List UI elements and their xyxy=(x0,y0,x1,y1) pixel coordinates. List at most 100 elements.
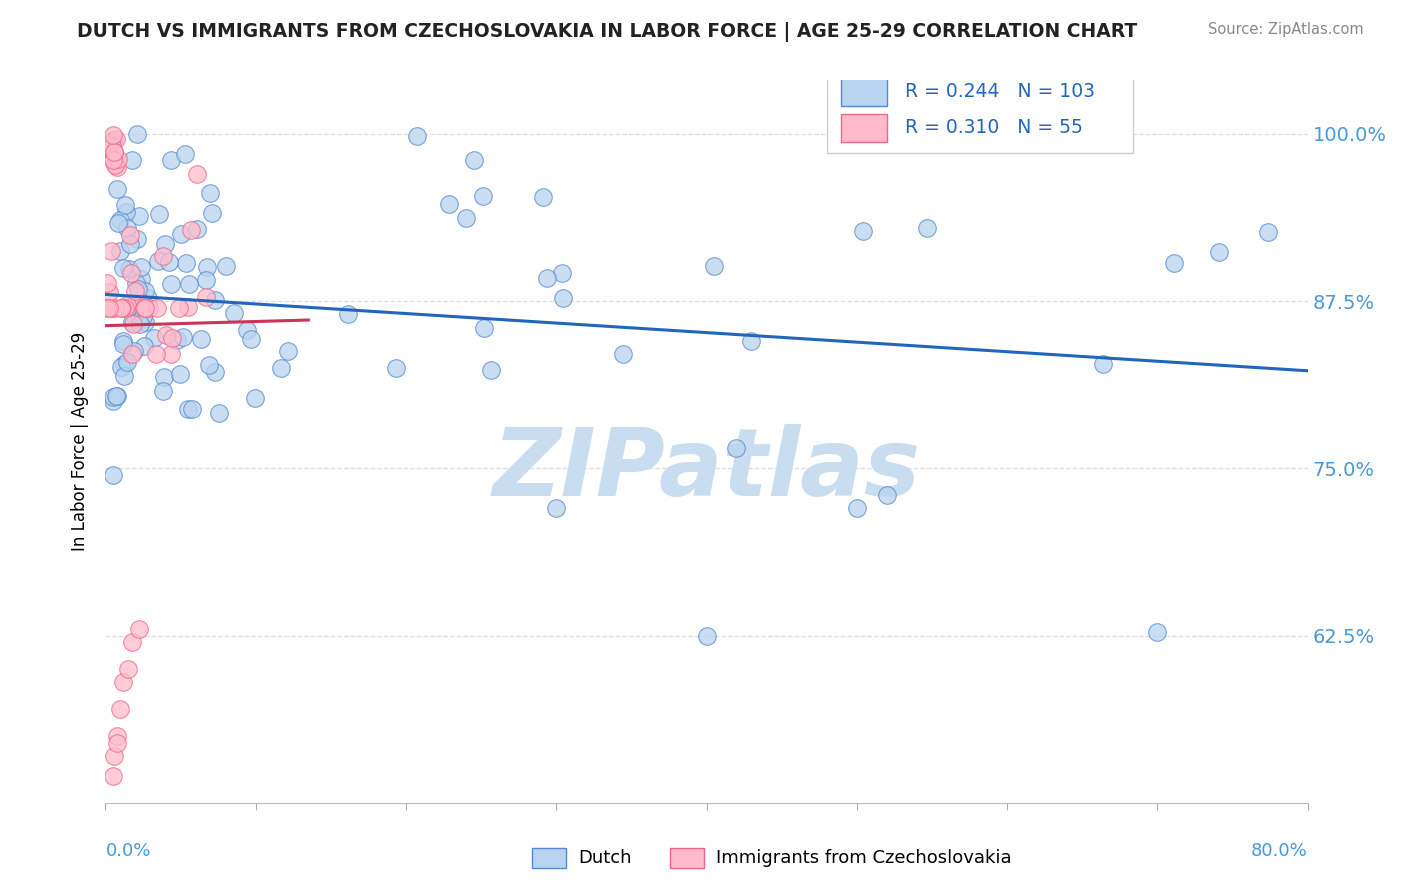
Point xyxy=(208,406,231,420)
Point xyxy=(118,261,141,276)
Point xyxy=(101,301,124,315)
Point xyxy=(148,207,170,221)
Point xyxy=(200,186,222,200)
Point xyxy=(186,167,208,181)
Point xyxy=(194,290,217,304)
Point xyxy=(105,182,128,196)
FancyBboxPatch shape xyxy=(841,78,887,105)
Point xyxy=(159,347,181,361)
Point xyxy=(852,223,875,237)
Point xyxy=(243,391,266,405)
Point xyxy=(120,299,142,313)
Point xyxy=(121,317,143,331)
Point xyxy=(114,357,136,371)
Point xyxy=(177,402,200,417)
Point xyxy=(876,488,898,502)
Point xyxy=(101,153,124,167)
Point xyxy=(100,147,122,161)
Point xyxy=(696,629,718,643)
Point xyxy=(553,291,575,305)
Point xyxy=(107,216,129,230)
FancyBboxPatch shape xyxy=(533,847,565,868)
Point xyxy=(174,256,197,270)
Point xyxy=(1163,256,1185,270)
Point xyxy=(155,328,177,343)
Point xyxy=(479,363,502,377)
Point xyxy=(104,158,127,172)
FancyBboxPatch shape xyxy=(671,847,704,868)
Point xyxy=(112,260,135,275)
Point xyxy=(127,282,149,296)
Point xyxy=(214,259,236,273)
Point xyxy=(128,317,150,331)
Point xyxy=(385,361,408,376)
Point xyxy=(103,153,125,167)
Point xyxy=(96,301,118,315)
Point xyxy=(152,384,174,399)
Point xyxy=(472,189,495,203)
Point xyxy=(134,301,156,315)
Point xyxy=(132,309,155,323)
Point xyxy=(463,153,485,168)
Point xyxy=(97,138,120,153)
Point xyxy=(915,220,938,235)
Point xyxy=(101,128,124,142)
Point xyxy=(132,339,155,353)
Point xyxy=(160,153,183,168)
Point xyxy=(128,313,150,327)
Text: 80.0%: 80.0% xyxy=(1251,842,1308,860)
Point xyxy=(172,330,194,344)
Point xyxy=(107,735,129,749)
Point xyxy=(152,249,174,263)
Point xyxy=(118,227,141,242)
Point xyxy=(173,146,195,161)
Point xyxy=(159,277,181,292)
Point xyxy=(239,332,262,346)
Point xyxy=(740,334,762,349)
Point xyxy=(115,221,138,235)
Point xyxy=(112,675,135,690)
Point xyxy=(546,501,568,516)
Point xyxy=(98,285,121,299)
Point xyxy=(1092,357,1115,371)
Point xyxy=(107,729,129,743)
Point xyxy=(134,301,156,315)
Point xyxy=(236,322,259,336)
Point xyxy=(103,145,125,159)
Point xyxy=(169,367,191,381)
Point xyxy=(845,501,868,516)
Point xyxy=(121,635,143,649)
Point xyxy=(101,391,124,405)
Point xyxy=(105,389,128,403)
Text: R = 0.310   N = 55: R = 0.310 N = 55 xyxy=(905,119,1083,137)
Point xyxy=(114,198,136,212)
Point xyxy=(195,260,218,274)
Point xyxy=(204,365,226,379)
Point xyxy=(128,209,150,223)
Point xyxy=(101,394,124,409)
Point xyxy=(96,276,118,290)
Text: R = 0.244   N = 103: R = 0.244 N = 103 xyxy=(905,82,1095,102)
Point xyxy=(198,358,221,372)
Point xyxy=(107,153,129,167)
Point xyxy=(104,157,127,171)
FancyBboxPatch shape xyxy=(827,70,1133,153)
Point xyxy=(1146,624,1168,639)
Point xyxy=(127,232,149,246)
Point xyxy=(103,145,125,159)
Point xyxy=(125,276,148,290)
Point xyxy=(110,301,132,315)
Point xyxy=(181,402,204,417)
Point xyxy=(114,301,136,315)
Point xyxy=(121,315,143,329)
Point xyxy=(118,236,141,251)
Y-axis label: In Labor Force | Age 25-29: In Labor Force | Age 25-29 xyxy=(72,332,90,551)
Point xyxy=(1208,245,1230,260)
Point xyxy=(121,153,143,168)
Point xyxy=(111,337,134,351)
Point xyxy=(222,306,245,320)
Point xyxy=(117,662,139,676)
Point xyxy=(145,347,167,361)
Point xyxy=(167,301,190,315)
Point xyxy=(105,389,128,403)
